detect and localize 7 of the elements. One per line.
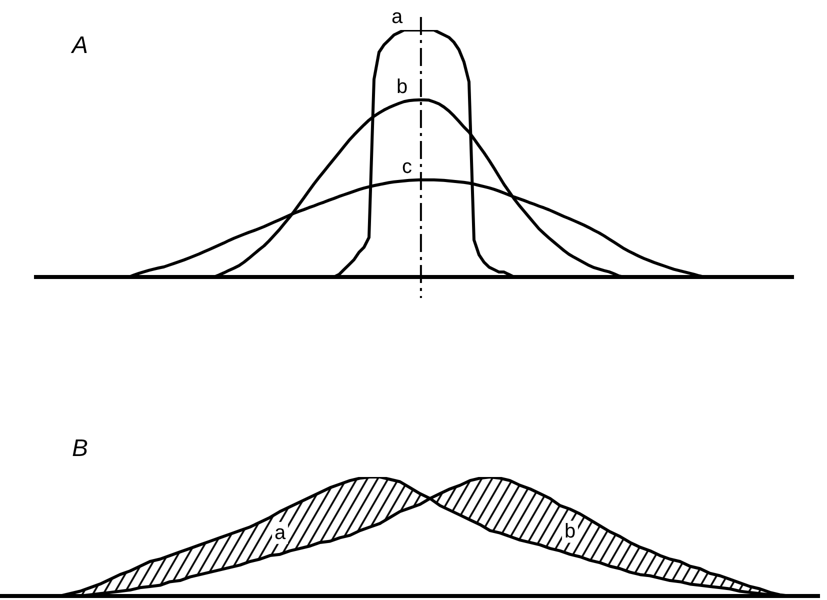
chart-title: B	[72, 435, 88, 462]
chart-title: A	[72, 32, 88, 59]
series-label: c	[402, 156, 412, 178]
series-label: a	[391, 6, 404, 28]
series-label: b	[396, 76, 408, 98]
series-label: a	[274, 522, 286, 544]
series-label: b	[564, 520, 576, 543]
